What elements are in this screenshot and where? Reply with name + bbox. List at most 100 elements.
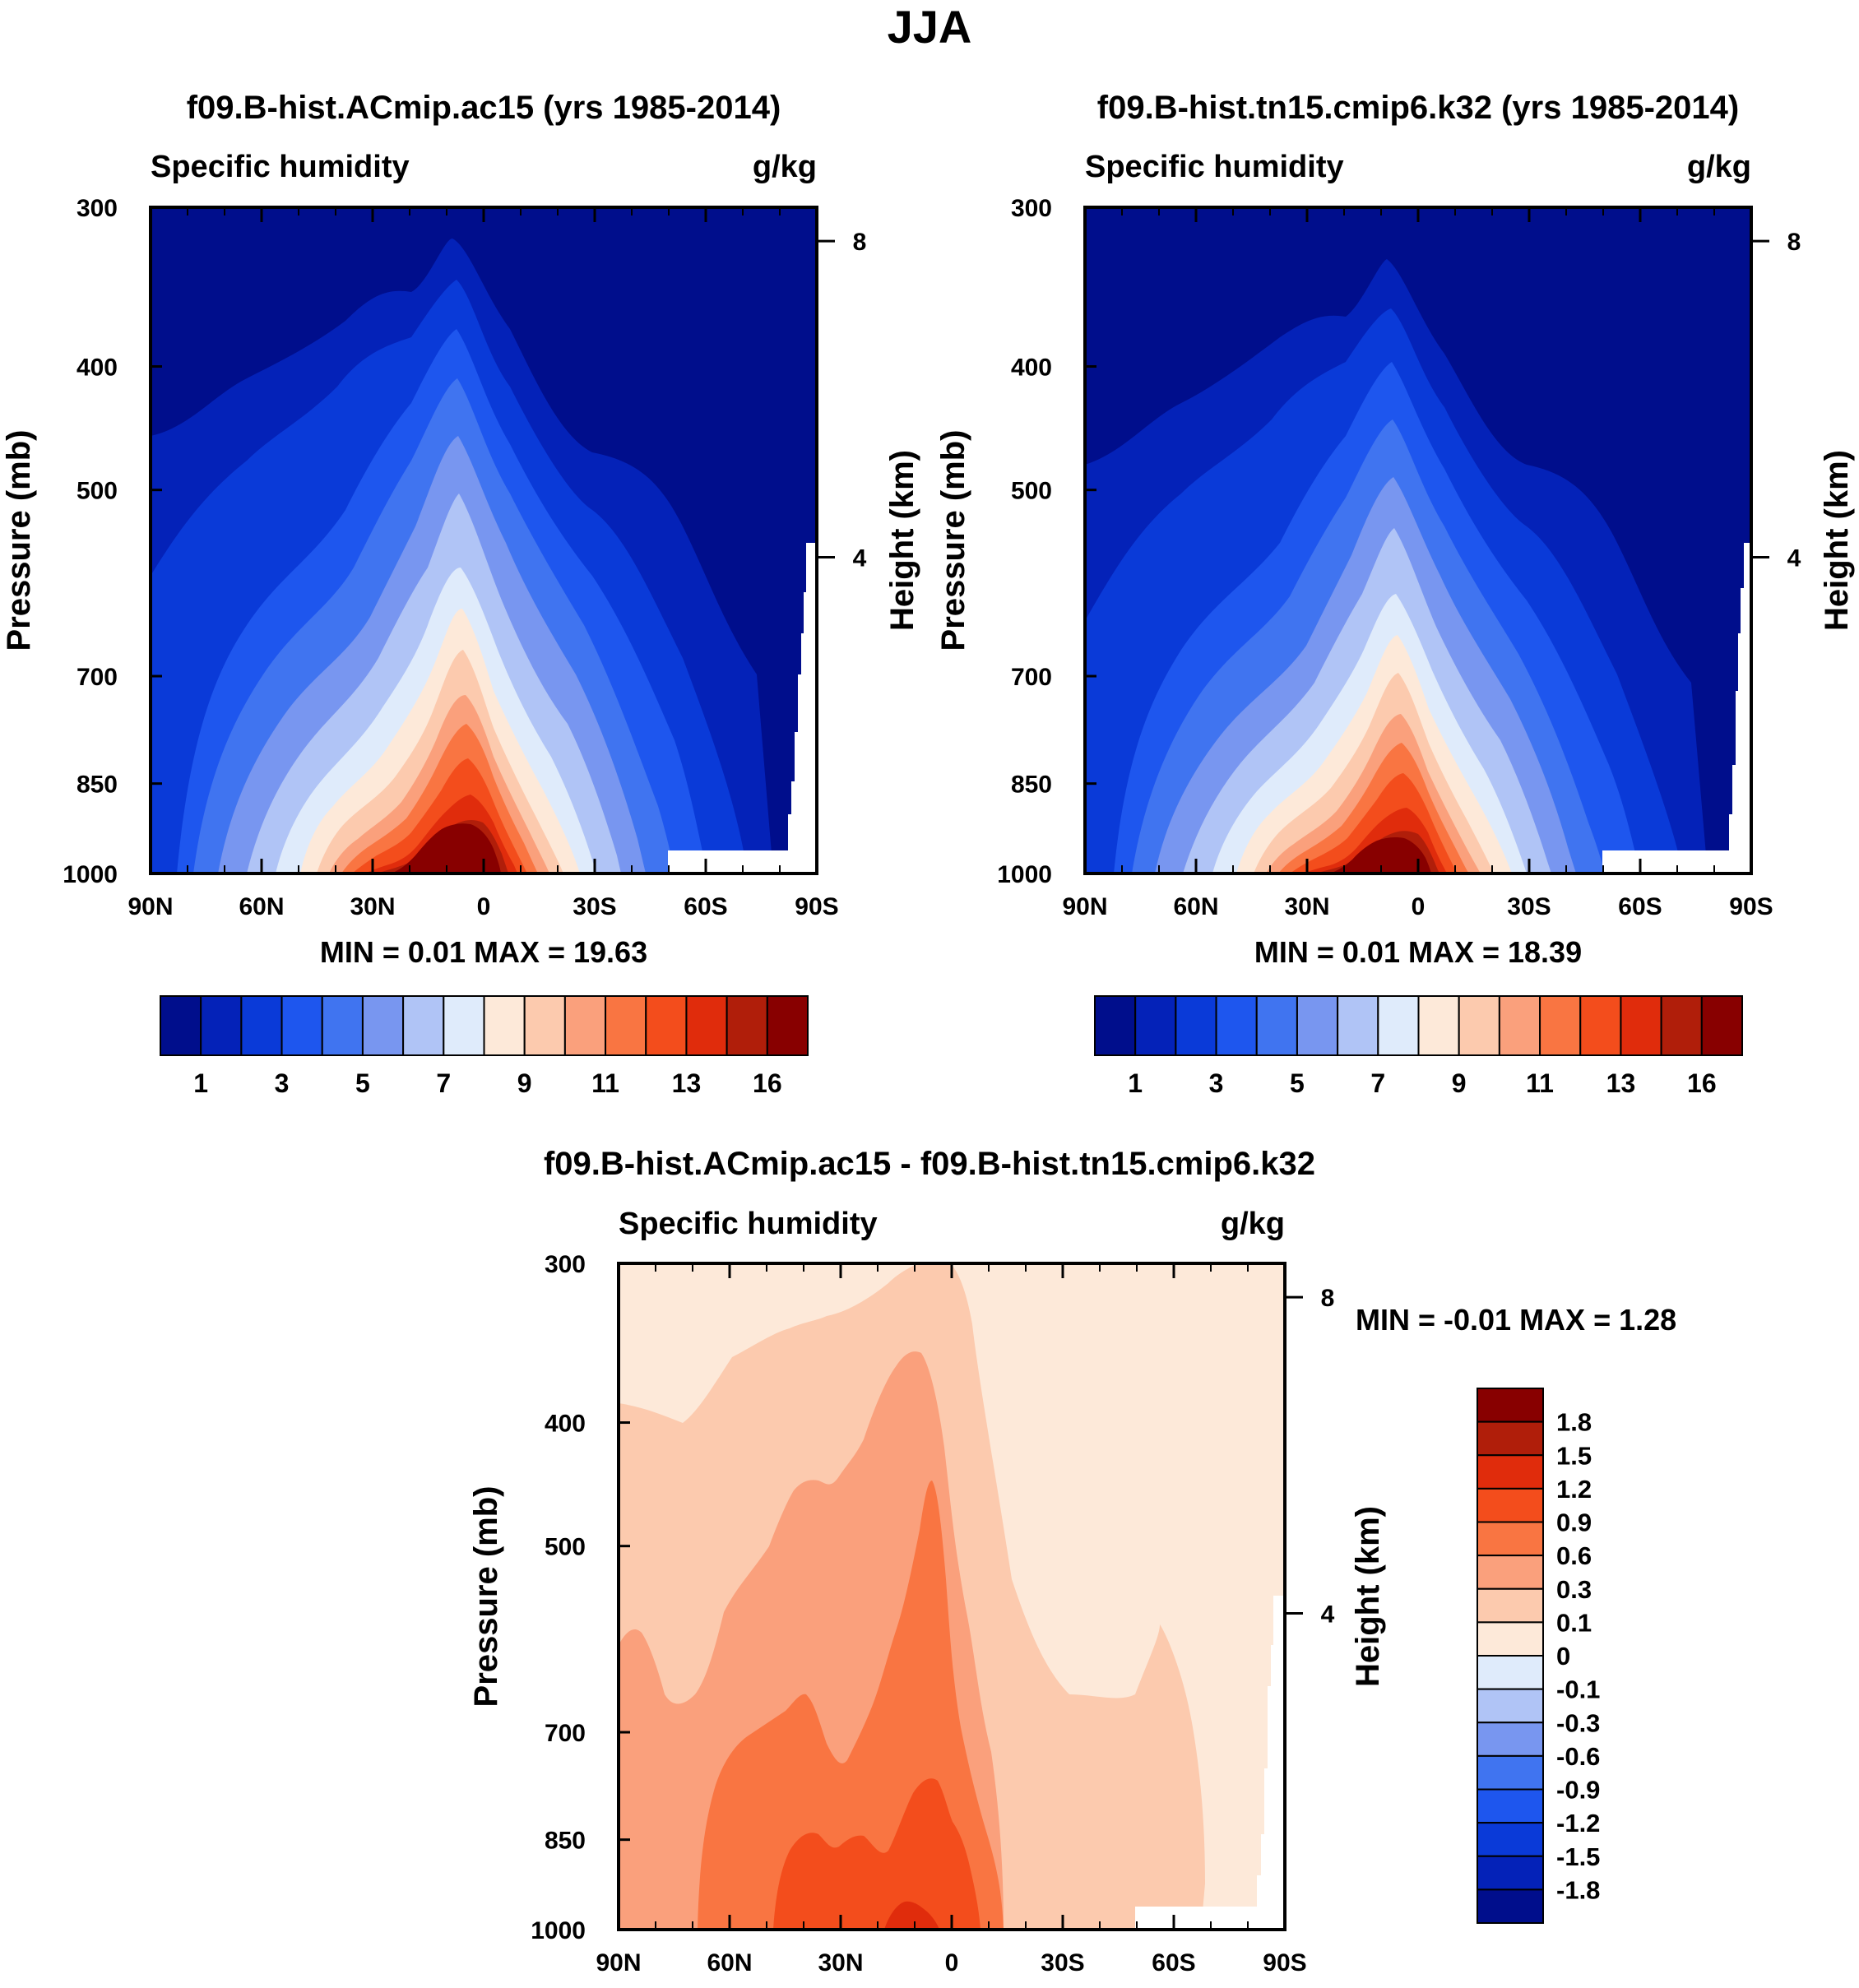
panel-c-ytick-label: 300	[545, 1251, 586, 1278]
panel-a-ylabel: Pressure (mb)	[1, 430, 37, 651]
panel-b-ytick-label: 850	[1011, 772, 1052, 799]
panel-c-level-1.5-fill	[884, 1901, 939, 1930]
colorbar-a-box	[483, 995, 526, 1056]
colorbar-a-box	[200, 995, 243, 1056]
colorbar-b-label: 1	[1128, 1068, 1143, 1098]
panel-a-xtick-label: 90S	[795, 893, 838, 920]
panel-b-level-16-fill	[1329, 837, 1431, 874]
panel-b-left-string: Specific humidity	[1085, 150, 1344, 184]
colorbar-a-label: 11	[591, 1068, 619, 1098]
colorbar-b-box	[1498, 995, 1541, 1056]
colorbar-c-box	[1477, 1788, 1544, 1824]
panel-b-contours	[1085, 207, 1751, 874]
colorbar-b-box	[1539, 995, 1582, 1056]
panel-a-xtick-label: 60N	[239, 893, 284, 920]
panel-c: f09.B-hist.ACmip.ac15 - f09.B-hist.tn15.…	[544, 1146, 1676, 1931]
panel-c-ytick-label: 1000	[531, 1917, 586, 1944]
colorbar-a-box	[240, 995, 283, 1056]
panel-b-y2tick-label: 4	[1787, 545, 1801, 572]
panel-c-ylabel: Pressure (mb)	[468, 1486, 504, 1708]
colorbar-a-label: 13	[672, 1068, 702, 1098]
panel-a-ytick-label: 850	[76, 772, 118, 799]
panel-c-level-1.2-fill	[773, 1778, 980, 1930]
colorbar-a-box	[523, 995, 566, 1056]
colorbar-b-box	[1255, 995, 1298, 1056]
panel-b-xtick-label: 90S	[1729, 893, 1773, 920]
colorbar-b-box	[1134, 995, 1177, 1056]
panel-a-ytick-label: 400	[76, 355, 118, 382]
panel-a-missing-mask	[668, 207, 817, 874]
panel-b-xtick-label: 90N	[1062, 893, 1107, 920]
colorbar-a-box	[726, 995, 768, 1056]
panel-b-ytick-label: 1000	[997, 861, 1052, 888]
panel-c-xtick-label: 90N	[596, 1949, 641, 1976]
colorbar-c-label: 1.5	[1556, 1441, 1592, 1470]
colorbar-b-box	[1377, 995, 1420, 1056]
panel-a-y2label: Height (km)	[884, 450, 920, 631]
colorbar-c-box	[1477, 1722, 1544, 1757]
panel-b-y2label: Height (km)	[1819, 450, 1855, 631]
panel-b-xtick-label: 0	[1412, 893, 1426, 920]
panel-c-ytick-label: 500	[545, 1534, 586, 1561]
panel-a-stats: MIN = 0.01 MAX = 19.63	[320, 935, 647, 969]
colorbar-a-box	[402, 995, 445, 1056]
panel-b: f09.B-hist.tn15.cmip6.k32 (yrs 1985-2014…	[1083, 90, 1753, 875]
colorbar-b-box	[1458, 995, 1500, 1056]
colorbar-a-box	[605, 995, 647, 1056]
panel-b-ytick-label: 500	[1011, 478, 1052, 505]
panel-c-xtick-label: 30S	[1041, 1949, 1084, 1976]
panel-b-missing-mask	[1602, 207, 1751, 874]
colorbar-c-label: 0.6	[1556, 1541, 1592, 1570]
colorbar-b-box	[1700, 995, 1743, 1056]
colorbar-b-box	[1175, 995, 1217, 1056]
colorbar-a-box	[645, 995, 688, 1056]
colorbar-b-box	[1296, 995, 1339, 1056]
panel-a-xtick-label: 60S	[684, 893, 727, 920]
panel-b-title: f09.B-hist.tn15.cmip6.k32 (yrs 1985-2014…	[1097, 90, 1739, 126]
colorbar-c-label: 0.1	[1556, 1608, 1592, 1637]
panel-c-y2tick-label: 8	[1321, 1285, 1335, 1312]
colorbar-c-label: 1.8	[1556, 1408, 1592, 1437]
colorbar-b-box	[1579, 995, 1622, 1056]
panel-a-y2tick-label: 8	[853, 229, 867, 256]
panel-c-y2label: Height (km)	[1350, 1506, 1386, 1687]
colorbar-c-label: -0.6	[1556, 1742, 1600, 1771]
colorbar-c-box	[1477, 1655, 1544, 1690]
colorbar-b-box	[1337, 995, 1379, 1056]
panel-b-xtick-label: 30N	[1284, 893, 1329, 920]
panel-c-ytick-label: 850	[545, 1828, 586, 1855]
colorbar-b-box	[1417, 995, 1460, 1056]
colorbar-c-label: 1.2	[1556, 1475, 1592, 1504]
colorbar-c-box	[1477, 1388, 1544, 1423]
colorbar-a-label: 5	[355, 1068, 370, 1098]
panel-b-xtick-label: 60N	[1173, 893, 1218, 920]
colorbar-a-label: 1	[193, 1068, 208, 1098]
panel-b-ytick-label: 400	[1011, 355, 1052, 382]
panel-a-xtick-label: 30N	[350, 893, 395, 920]
colorbar-b-box	[1660, 995, 1703, 1056]
colorbar-c-label: -0.9	[1556, 1776, 1600, 1805]
colorbar-c-box	[1477, 1587, 1544, 1624]
colorbar-c-label: -1.2	[1556, 1809, 1600, 1837]
panel-a-left-string: Specific humidity	[151, 150, 410, 184]
colorbar-b-label: 3	[1209, 1068, 1224, 1098]
panel-a-level-16-fill	[391, 823, 501, 874]
panel-b-units: g/kg	[1687, 150, 1751, 184]
panel-a-contours	[151, 207, 817, 874]
colorbar-c-box	[1477, 1521, 1544, 1557]
panel-a-xtick-label: 0	[477, 893, 491, 920]
colorbar-a-box	[766, 995, 809, 1056]
panel-a-units: g/kg	[753, 150, 817, 184]
panel-c-xtick-label: 60N	[707, 1949, 752, 1976]
panel-a-title: f09.B-hist.ACmip.ac15 (yrs 1985-2014)	[187, 90, 781, 126]
colorbar-b-box	[1215, 995, 1258, 1056]
colorbar-a-label: 9	[517, 1068, 532, 1098]
colorbar-c-label: 0	[1556, 1642, 1570, 1671]
panel-c-stats: MIN = -0.01 MAX = 1.28	[1356, 1303, 1676, 1337]
panel-b-ylabel: Pressure (mb)	[935, 430, 971, 651]
panel-c-xtick-label: 0	[945, 1949, 959, 1976]
colorbar-b-label: 9	[1452, 1068, 1467, 1098]
panel-c-xtick-label: 30N	[818, 1949, 863, 1976]
